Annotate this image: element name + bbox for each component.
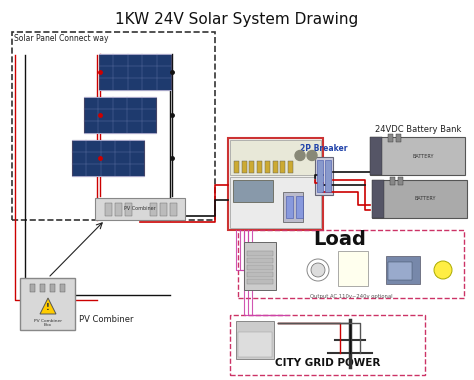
Bar — [228, 138, 323, 230]
Bar — [325, 160, 331, 192]
Bar — [273, 161, 278, 173]
Text: CITY GRID POWER: CITY GRID POWER — [275, 358, 380, 368]
Bar — [396, 134, 401, 142]
Bar — [242, 161, 246, 173]
Bar — [280, 161, 285, 173]
Bar — [233, 180, 273, 202]
Text: 24VDC Battery Bank: 24VDC Battery Bank — [375, 125, 461, 134]
Bar — [372, 180, 467, 218]
Bar — [317, 160, 323, 192]
Bar — [288, 161, 293, 173]
Bar — [283, 192, 303, 222]
Text: 2P Breaker: 2P Breaker — [300, 144, 348, 153]
Bar — [115, 203, 122, 216]
Text: !: ! — [46, 304, 50, 312]
Bar — [386, 256, 420, 284]
Text: Solar Panel Connect way: Solar Panel Connect way — [14, 34, 109, 43]
Bar — [230, 140, 321, 175]
Bar — [398, 177, 403, 185]
Bar — [95, 198, 185, 220]
Bar — [249, 161, 255, 173]
Bar — [296, 196, 303, 218]
Bar — [247, 258, 273, 263]
Bar — [170, 203, 177, 216]
Bar — [390, 177, 395, 185]
Text: PV Combiner: PV Combiner — [79, 315, 134, 325]
Bar — [50, 284, 55, 292]
Bar — [244, 242, 276, 290]
Text: Load: Load — [314, 230, 366, 249]
Bar — [257, 161, 262, 173]
Bar — [388, 134, 393, 142]
Bar — [370, 137, 382, 175]
Text: BATTERY: BATTERY — [415, 196, 436, 201]
Bar — [40, 284, 45, 292]
Bar — [150, 203, 157, 216]
Bar — [12, 32, 215, 220]
Circle shape — [295, 150, 305, 160]
Text: PV Combiner: PV Combiner — [124, 206, 156, 212]
Text: Output AC 110v~240v optional: Output AC 110v~240v optional — [310, 294, 392, 299]
Bar — [265, 161, 270, 173]
Bar — [30, 284, 35, 292]
Bar — [125, 203, 132, 216]
Bar — [247, 279, 273, 284]
Bar — [72, 140, 144, 176]
Circle shape — [307, 150, 317, 160]
Bar — [238, 332, 272, 357]
Circle shape — [311, 263, 325, 277]
Bar — [234, 161, 239, 173]
Bar — [370, 137, 465, 175]
Bar — [388, 262, 412, 280]
Bar — [286, 196, 293, 218]
Bar — [20, 278, 75, 330]
Text: BATTERY: BATTERY — [413, 154, 434, 158]
Bar — [238, 230, 464, 298]
Polygon shape — [40, 298, 56, 314]
Text: 1KW 24V Solar System Drawing: 1KW 24V Solar System Drawing — [115, 12, 359, 27]
Bar — [160, 203, 167, 216]
Bar — [230, 177, 321, 228]
Bar — [247, 272, 273, 277]
Bar — [84, 97, 156, 133]
Bar — [230, 315, 425, 375]
Bar — [338, 251, 368, 286]
Bar — [372, 180, 384, 218]
Bar — [247, 251, 273, 256]
Bar — [247, 265, 273, 270]
Bar — [60, 284, 65, 292]
Bar — [99, 54, 171, 90]
Bar — [315, 157, 333, 195]
Text: PV Combiner
Box: PV Combiner Box — [34, 319, 62, 327]
Bar — [236, 321, 274, 359]
Circle shape — [307, 259, 329, 281]
Circle shape — [434, 261, 452, 279]
Bar — [105, 203, 112, 216]
